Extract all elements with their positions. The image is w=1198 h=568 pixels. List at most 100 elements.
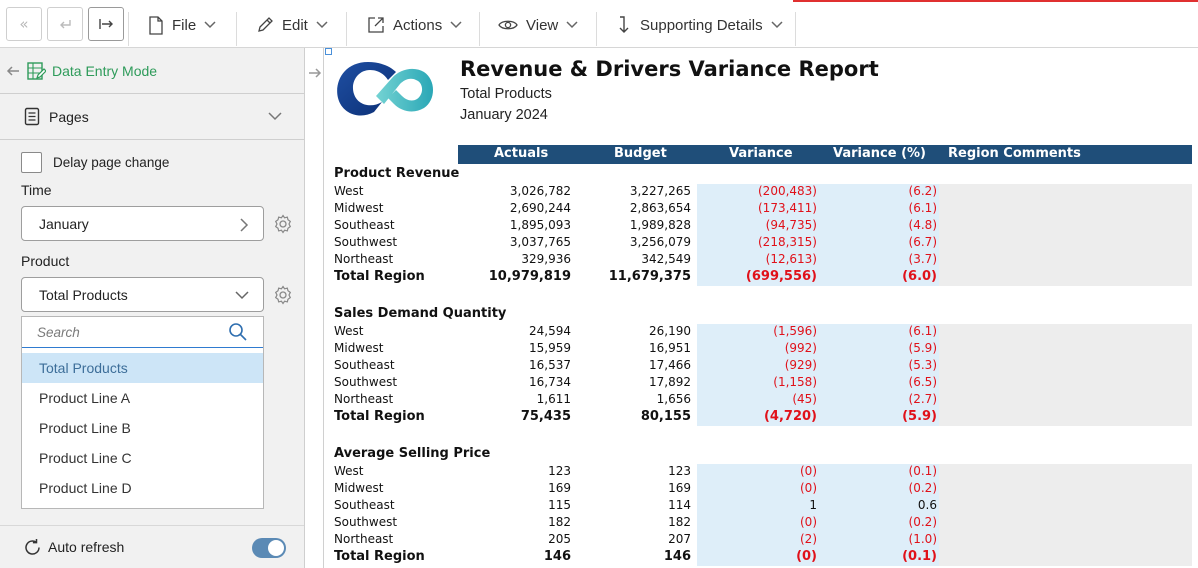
back-button[interactable] <box>47 7 83 41</box>
budget-value: 17,466 <box>649 358 691 372</box>
variance-value: (992) <box>784 341 817 355</box>
region-label: Southeast <box>334 218 395 232</box>
variance-pct-value: (5.9) <box>908 341 937 355</box>
column-header-variance-pct: Variance (%) <box>833 146 926 161</box>
report-subtitle: Total Products <box>460 86 552 102</box>
actuals-value: 24,594 <box>529 324 571 338</box>
product-dropdown: Total Products Product Line A Product Li… <box>21 316 264 509</box>
product-option[interactable]: Product Line C <box>39 450 132 466</box>
view-menu[interactable]: View <box>498 10 578 40</box>
toolbar-divider <box>479 12 480 46</box>
toolbar-divider <box>236 12 237 46</box>
variance-pct-value: (6.7) <box>908 235 937 249</box>
delay-page-change-checkbox[interactable] <box>21 151 42 173</box>
region-comments-cell <box>939 324 1192 426</box>
auto-refresh-toggle[interactable] <box>252 538 286 558</box>
pencil-icon <box>258 17 273 32</box>
report-title: Revenue & Drivers Variance Report <box>460 57 879 81</box>
actuals-value: 2,690,244 <box>509 201 571 215</box>
variance-value: (45) <box>792 392 817 406</box>
actions-menu[interactable]: Actions <box>367 10 462 40</box>
variance-pct-value: (3.7) <box>908 252 937 266</box>
section-title: Product Revenue <box>334 166 460 181</box>
product-option[interactable]: Product Line B <box>39 420 131 436</box>
supporting-details-menu[interactable]: Supporting Details <box>616 10 783 40</box>
budget-value: 3,227,265 <box>629 184 691 198</box>
variance-value: (2) <box>800 532 817 546</box>
gear-icon[interactable] <box>273 214 293 234</box>
region-label: West <box>334 184 364 198</box>
time-value: January <box>39 215 89 232</box>
variance-shading <box>697 184 939 286</box>
actuals-value: 10,979,819 <box>488 269 571 284</box>
view-menu-label: View <box>526 16 559 34</box>
actuals-value: 75,435 <box>520 409 571 424</box>
variance-value: (699,556) <box>745 269 817 284</box>
variance-pct-value: (5.3) <box>908 358 937 372</box>
region-label: Midwest <box>334 341 384 355</box>
chevron-down-icon <box>450 21 462 29</box>
toolbar-divider <box>596 12 597 46</box>
report-canvas: Revenue & Drivers Variance Report Total … <box>325 48 1198 568</box>
delay-page-change-option: Delay page change <box>0 151 304 173</box>
region-label: Southwest <box>334 515 398 529</box>
region-label: Southeast <box>334 358 395 372</box>
variance-value: (200,483) <box>758 184 817 198</box>
variance-value: (94,735) <box>765 218 817 232</box>
selection-handle[interactable] <box>325 48 332 55</box>
actuals-value: 1,611 <box>536 392 571 406</box>
search-icon[interactable] <box>228 322 247 341</box>
budget-value: 1,989,828 <box>629 218 691 232</box>
report-column-header: Actuals Budget Variance Variance (%) Reg… <box>458 145 1192 164</box>
actuals-value: 146 <box>543 549 571 564</box>
product-search <box>22 317 263 348</box>
region-label: Southwest <box>334 375 398 389</box>
pages-label: Pages <box>49 108 89 125</box>
region-label: West <box>334 324 364 338</box>
total-row-label: Total Region <box>334 549 425 564</box>
variance-shading <box>697 324 939 426</box>
budget-value: 169 <box>668 481 691 495</box>
region-label: West <box>334 464 364 478</box>
product-option[interactable]: Product Line D <box>39 480 132 496</box>
budget-value: 182 <box>668 515 691 529</box>
panel-expander[interactable] <box>306 48 324 568</box>
double-chevron-left-icon: « <box>19 15 29 33</box>
product-value: Total Products <box>39 286 128 303</box>
product-selector[interactable]: Total Products <box>21 277 264 312</box>
arrow-left-icon <box>6 65 19 76</box>
budget-value: 2,863,654 <box>629 201 691 215</box>
actuals-value: 3,026,782 <box>509 184 571 198</box>
actuals-value: 115 <box>548 498 571 512</box>
actuals-value: 16,537 <box>529 358 571 372</box>
gear-icon[interactable] <box>273 285 293 305</box>
time-label: Time <box>21 182 52 198</box>
actuals-value: 205 <box>548 532 571 546</box>
pages-section-toggle[interactable]: Pages <box>0 94 304 140</box>
budget-value: 16,951 <box>649 341 691 355</box>
forward-button[interactable] <box>88 7 124 41</box>
toolbar-accent-line <box>793 0 1198 2</box>
actuals-value: 1,895,093 <box>509 218 571 232</box>
drill-down-icon <box>619 16 629 33</box>
variance-value: (0) <box>800 515 817 529</box>
variance-pct-value: (0.2) <box>908 481 937 495</box>
file-menu[interactable]: File <box>148 10 216 40</box>
actuals-value: 123 <box>548 464 571 478</box>
report-period: January 2024 <box>460 107 548 123</box>
eye-icon <box>498 20 518 30</box>
product-option[interactable]: Product Line A <box>39 390 131 406</box>
budget-value: 11,679,375 <box>608 269 691 284</box>
refresh-icon <box>25 538 40 555</box>
variance-value: (0) <box>800 464 817 478</box>
product-option[interactable]: Total Products <box>22 353 263 383</box>
budget-value: 80,155 <box>640 409 691 424</box>
variance-pct-value: (1.0) <box>908 532 937 546</box>
edit-menu[interactable]: Edit <box>256 10 328 40</box>
data-entry-mode-toggle[interactable]: Data Entry Mode <box>0 48 304 94</box>
search-input[interactable] <box>37 324 217 340</box>
time-selector[interactable]: January <box>21 206 264 241</box>
actuals-value: 182 <box>548 515 571 529</box>
first-page-button[interactable]: « <box>6 7 42 41</box>
variance-pct-value: (0.2) <box>908 515 937 529</box>
